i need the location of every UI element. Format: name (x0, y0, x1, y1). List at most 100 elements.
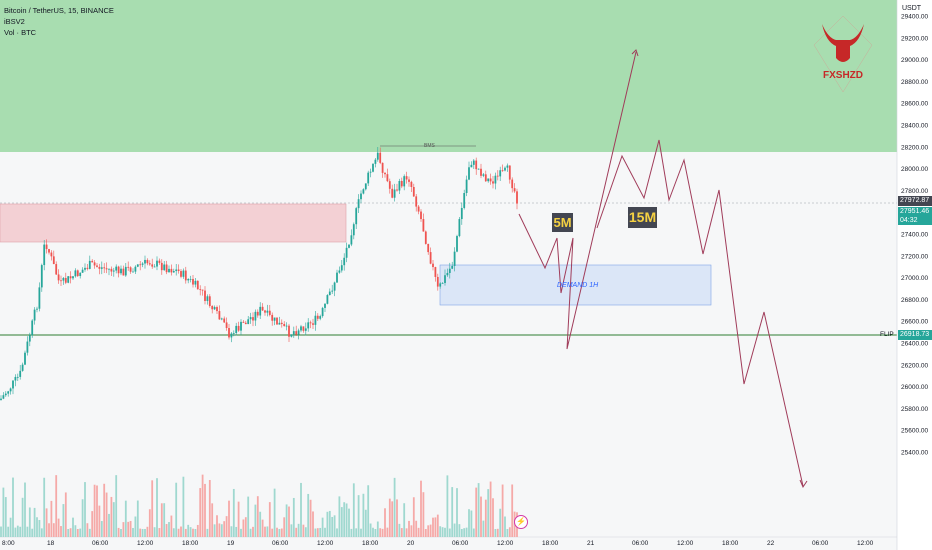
candle-body (24, 352, 26, 365)
candle-body (376, 152, 379, 160)
volume-bar (151, 480, 154, 537)
volume-bar (472, 528, 475, 537)
volume-bar (331, 516, 334, 537)
time-tick-label: 06:00 (812, 540, 829, 547)
candle-body (405, 176, 408, 180)
volume-bar (292, 497, 295, 537)
volume-bar (506, 528, 509, 537)
volume-bar (386, 527, 389, 537)
candle-body (321, 307, 324, 317)
candle-body (21, 364, 24, 371)
symbol-title[interactable]: Bitcoin / TetherUS, 15, BINANCE (4, 6, 114, 15)
volume-bar (132, 527, 134, 537)
candle-body (52, 256, 55, 265)
volume-bar (64, 492, 67, 537)
candle-body (288, 325, 290, 337)
candle-body (468, 167, 470, 180)
upper-price-tag: 27972.87 (898, 196, 932, 206)
time-axis[interactable]: 8:00 18 06:00 12:00 18:00 19 06:00 12:00 18:00 20… (2, 540, 874, 547)
candle-body (499, 170, 502, 177)
candle-body (211, 306, 214, 310)
price-tick-label: 28400.00 (901, 123, 928, 130)
candle-body (360, 193, 362, 200)
volume-bar (367, 485, 370, 537)
candle-body (496, 175, 499, 177)
time-tick-label: 19 (227, 540, 235, 547)
candle-body (268, 310, 271, 315)
candle-body (388, 181, 391, 189)
candle-body (232, 332, 235, 334)
volume-bar (96, 485, 98, 537)
volume-bar (304, 527, 307, 537)
volume-bar (374, 528, 377, 537)
time-tick-label: 18:00 (722, 540, 739, 547)
volume-bar (223, 521, 226, 537)
volume-bar (463, 528, 466, 537)
volume-bar (343, 502, 346, 537)
volume-bar (136, 500, 139, 537)
volume-bar (242, 519, 245, 537)
candle-body (427, 243, 430, 253)
volume-bar (57, 518, 60, 537)
volume-bar (38, 519, 41, 537)
lightning-icon[interactable]: ⚡ (514, 515, 528, 529)
volume-bar (122, 522, 125, 537)
volume-bar (14, 527, 17, 537)
volume-bar (225, 516, 228, 537)
volume-bar (100, 521, 103, 537)
candle-body (247, 319, 250, 325)
candle-body (110, 268, 113, 272)
candle-body (482, 174, 485, 176)
candle-body (480, 168, 482, 176)
candle-body (129, 267, 132, 272)
candle-body (316, 315, 319, 319)
candle-body (280, 322, 283, 324)
candle-body (124, 266, 127, 276)
volume-bar (280, 528, 283, 537)
candle-body (108, 268, 110, 270)
volume-bar (302, 524, 305, 537)
candle-body (415, 196, 418, 207)
volume-bar (76, 529, 79, 537)
bull-icon: FXSHZD (813, 15, 873, 93)
candle-body (511, 179, 514, 189)
candle-body (501, 170, 504, 172)
candle-body (60, 280, 62, 282)
candle-body (348, 244, 350, 248)
candle-body (448, 268, 451, 273)
candle-body (465, 179, 468, 194)
volume-label[interactable]: Vol · BTC (4, 28, 37, 37)
price-axis[interactable]: 29400.00 29200.00 29000.00 28800.00 28600.00… (901, 14, 928, 457)
volume-bar (93, 484, 96, 537)
volume-bar (81, 499, 84, 537)
candle-body (117, 266, 120, 274)
brand-logo: FXSHZD (812, 14, 874, 99)
volume-bar (158, 528, 161, 537)
flip-label: FLIP (880, 331, 894, 338)
candle-body (151, 264, 154, 267)
volume-bar (105, 492, 108, 537)
time-tick-label: 21 (587, 540, 595, 547)
candle-body (492, 181, 494, 184)
volume-bar (460, 528, 463, 537)
volume-bar (2, 487, 5, 537)
volume-bar (120, 528, 122, 537)
candle-body (14, 376, 17, 381)
candle-body (139, 264, 142, 266)
volume-bar (165, 524, 168, 537)
candle-body (276, 317, 278, 325)
indicator-label[interactable]: iBSV2 (4, 17, 25, 26)
candle-body (240, 321, 242, 331)
volume-bar (340, 507, 343, 537)
candle-body (403, 176, 406, 187)
time-tick-label: 12:00 (497, 540, 514, 547)
volume-bar (204, 483, 206, 537)
volume-bar (247, 496, 250, 537)
volume-bar (482, 520, 485, 537)
price-tick-label: 29200.00 (901, 35, 928, 42)
candle-body (86, 267, 89, 269)
candle-body (297, 330, 300, 335)
candle-body (345, 247, 348, 258)
candle-body (93, 262, 96, 266)
